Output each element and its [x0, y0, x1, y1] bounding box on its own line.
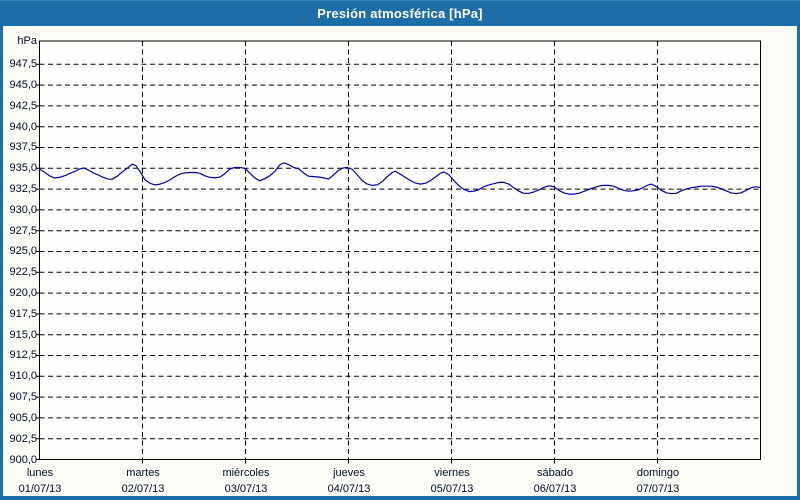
- y-tick-label: 932,5: [9, 183, 37, 195]
- y-tick-label: 905,0: [9, 412, 37, 424]
- y-tick-label: 900,0: [9, 454, 37, 466]
- x-date-label: 05/07/13: [430, 483, 474, 495]
- y-tick-label: 917,5: [9, 308, 37, 320]
- chart-title-bar: Presión atmosférica [hPa]: [0, 0, 800, 26]
- y-axis-unit-label: hPa: [17, 35, 37, 47]
- y-tick-label: 937,5: [9, 141, 37, 153]
- pressure-series-line: [38, 162, 762, 195]
- y-tick-label: 907,5: [9, 391, 37, 403]
- x-date-label: 02/07/13: [121, 483, 165, 495]
- x-date-label: 04/07/13: [327, 483, 371, 495]
- x-weekday-label: sábado: [536, 467, 574, 479]
- y-tick-label: 942,5: [9, 100, 37, 112]
- x-weekday-label: jueves: [333, 467, 365, 479]
- y-tick-label: 912,5: [9, 349, 37, 361]
- y-tick-label: 930,0: [9, 204, 37, 216]
- y-tick-label: 915,0: [9, 329, 37, 341]
- x-weekday-label: lunes: [26, 467, 54, 479]
- y-tick-label: 947,5: [9, 58, 37, 70]
- x-date-label: 03/07/13: [224, 483, 268, 495]
- y-tick-label: 910,0: [9, 370, 37, 382]
- chart-area: hPa 947,5 945,0 942,5 940,0 937,5 935,0 932,5 9…: [3, 26, 797, 496]
- x-date-label: 01/07/13: [18, 483, 62, 495]
- x-weekday-label: domingo: [636, 467, 680, 479]
- y-tick-label: 925,0: [9, 245, 37, 257]
- y-tick-label: 945,0: [9, 79, 37, 91]
- pressure-line-chart: [36, 40, 762, 465]
- y-tick-label: 902,5: [9, 433, 37, 445]
- y-tick-label: 920,0: [9, 287, 37, 299]
- y-tick-label: 935,0: [9, 162, 37, 174]
- y-tick-label: 922,5: [9, 266, 37, 278]
- x-date-label: 06/07/13: [533, 483, 577, 495]
- x-date-label: 07/07/13: [636, 483, 680, 495]
- chart-title: Presión atmosférica [hPa]: [317, 6, 483, 21]
- y-tick-label: 940,0: [9, 121, 37, 133]
- x-weekday-label: viernes: [434, 467, 470, 479]
- plot-border: [39, 40, 761, 460]
- x-weekday-label: miércoles: [222, 467, 270, 479]
- x-weekday-label: martes: [126, 467, 160, 479]
- y-tick-label: 927,5: [9, 225, 37, 237]
